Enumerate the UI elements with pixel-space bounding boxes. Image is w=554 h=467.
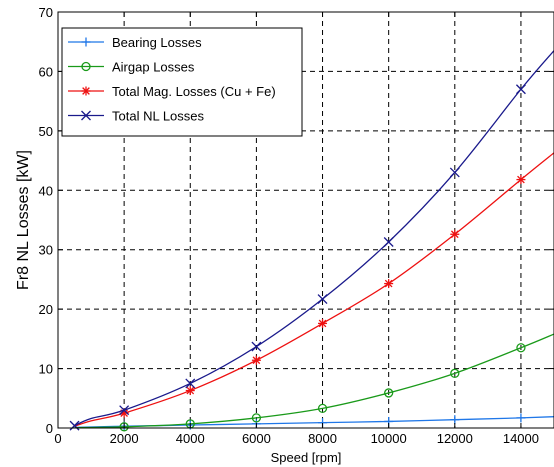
x-tick-label: 6000 xyxy=(242,431,271,446)
data-point xyxy=(383,237,394,247)
data-point xyxy=(119,422,129,432)
data-point xyxy=(318,318,328,328)
legend-label: Total Mag. Losses (Cu + Fe) xyxy=(112,84,276,99)
y-axis-label: Fr8 NL Losses [kW] xyxy=(15,150,32,290)
legend-box xyxy=(61,27,303,137)
series-3 xyxy=(69,50,554,431)
series-line xyxy=(74,333,554,429)
y-tick-label: 70 xyxy=(39,5,53,20)
data-point xyxy=(384,279,394,289)
data-point xyxy=(185,386,195,396)
legend-marker xyxy=(81,86,91,96)
data-point xyxy=(449,167,460,178)
x-tick-label: 10000 xyxy=(371,431,407,446)
x-tick-label: 0 xyxy=(54,431,61,446)
legend-marker xyxy=(81,37,91,47)
y-tick-label: 10 xyxy=(39,362,53,377)
series-line xyxy=(74,152,554,427)
data-point xyxy=(185,378,196,389)
data-point xyxy=(516,413,526,423)
data-point xyxy=(516,343,526,353)
data-point xyxy=(384,388,394,398)
data-point xyxy=(317,294,328,304)
data-point xyxy=(450,415,460,425)
y-tick-label: 20 xyxy=(39,302,53,317)
legend-item: Airgap Losses xyxy=(68,60,195,75)
x-tick-label: 12000 xyxy=(437,431,473,446)
x-tick-label: 2000 xyxy=(110,431,139,446)
legend-item: Total Mag. Losses (Cu + Fe) xyxy=(68,84,276,99)
legend-item: Bearing Losses xyxy=(68,35,202,50)
data-point xyxy=(69,420,80,431)
series-line xyxy=(74,50,554,427)
data-point xyxy=(119,405,130,416)
legend-marker xyxy=(81,110,91,121)
x-tick-label: 4000 xyxy=(176,431,205,446)
data-point xyxy=(450,229,460,239)
y-tick-label: 60 xyxy=(39,64,53,79)
legend: Bearing Losses Airgap Losses Total Mag. Lo… xyxy=(61,27,303,137)
data-point xyxy=(251,355,261,365)
x-tick-label: 8000 xyxy=(308,431,337,446)
legend-item: Total NL Losses xyxy=(68,109,205,124)
y-tick-label: 50 xyxy=(39,124,53,139)
y-tick-label: 30 xyxy=(39,243,53,258)
data-point xyxy=(450,368,460,378)
data-point xyxy=(515,84,526,95)
tick-layer: 0 2000 4000 6000 8000 10000 12000 14000 0 10 20 30 4… xyxy=(39,5,554,446)
legend-label: Total NL Losses xyxy=(112,109,205,124)
legend-marker xyxy=(81,61,91,72)
legend-label: Bearing Losses xyxy=(112,35,202,50)
legend-label: Airgap Losses xyxy=(112,60,195,75)
data-point xyxy=(251,341,262,352)
data-point xyxy=(251,413,262,423)
x-axis-label: Speed [rpm] xyxy=(271,450,342,465)
data-point xyxy=(516,175,526,185)
y-tick-label: 0 xyxy=(46,421,53,436)
plot-frame xyxy=(57,11,554,429)
y-tick-label: 40 xyxy=(39,183,53,198)
series-layer xyxy=(69,50,554,432)
data-point xyxy=(317,403,328,414)
x-tick-label: 14000 xyxy=(503,431,539,446)
